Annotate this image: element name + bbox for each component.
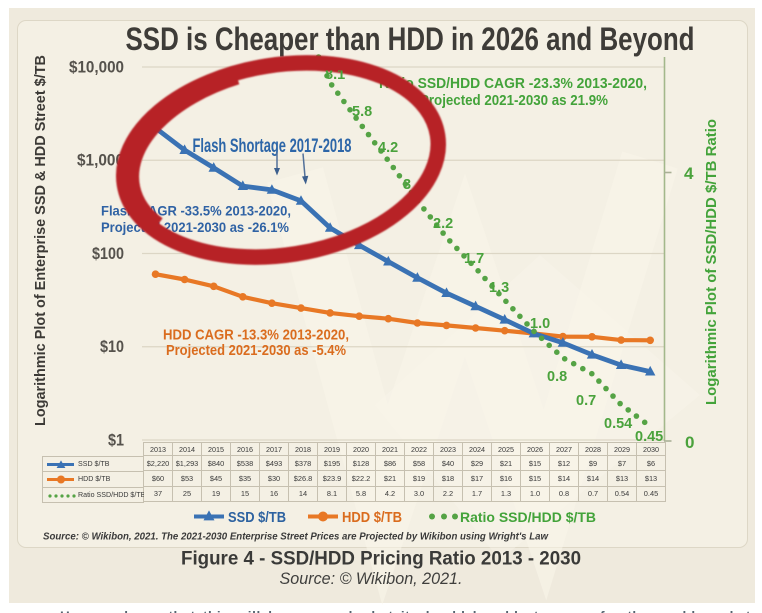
- svg-text:Source: © Wikibon, 2021. The 2: Source: © Wikibon, 2021. The 2021-2030 E…: [43, 531, 549, 543]
- svg-text:SSD is Cheaper than HDD in 202: SSD is Cheaper than HDD in 2026 and Beyo…: [126, 21, 695, 57]
- svg-text:Source: © Wikibon, 2021.: Source: © Wikibon, 2021.: [280, 570, 463, 588]
- svg-text:0.7: 0.7: [576, 393, 596, 409]
- svg-text:1.7: 1.7: [464, 251, 484, 267]
- svg-text:0.54: 0.54: [604, 416, 632, 432]
- svg-text:Flash Shortage 2017-2018: Flash Shortage 2017-2018: [193, 136, 352, 157]
- svg-text:Projected 2021-2030 as -5.4%: Projected 2021-2030 as -5.4%: [166, 342, 346, 359]
- svg-text:0: 0: [685, 433, 694, 452]
- svg-text:Logarithmic Plot of SSD/HDD $/: Logarithmic Plot of SSD/HDD $/TB Ratio: [704, 119, 720, 405]
- svg-text:$10: $10: [100, 337, 124, 356]
- svg-text:HDD $/TB: HDD $/TB: [342, 510, 402, 526]
- svg-text:Ratio SSD/HDD $/TB: Ratio SSD/HDD $/TB: [460, 509, 596, 525]
- svg-text:Ratio SSD/HDD CAGR -23.3% 2013: Ratio SSD/HDD CAGR -23.3% 2013-2020,: [379, 76, 647, 92]
- svg-text:0.45: 0.45: [635, 429, 663, 445]
- svg-text:Projected 2021-2030 as 21.9%: Projected 2021-2030 as 21.9%: [420, 93, 608, 109]
- svg-text:4.2: 4.2: [378, 140, 398, 156]
- svg-text:$1,000: $1,000: [77, 151, 124, 170]
- svg-text:5.8: 5.8: [352, 104, 372, 120]
- svg-text:$100: $100: [92, 244, 124, 263]
- svg-text:SSD $/TB: SSD $/TB: [228, 510, 286, 526]
- svg-text:Projected 2021-2030 as -26.1%: Projected 2021-2030 as -26.1%: [101, 219, 290, 235]
- svg-text:8.1: 8.1: [325, 67, 345, 83]
- svg-text:$10,000: $10,000: [69, 57, 124, 76]
- svg-text:HDD CAGR -13.3% 2013-2020,: HDD CAGR -13.3% 2013-2020,: [163, 327, 349, 344]
- svg-text:1.3: 1.3: [489, 280, 509, 296]
- svg-text:Logarithmic Plot of Enterprise: Logarithmic Plot of Enterprise SSD & HDD…: [32, 55, 49, 426]
- svg-text:4: 4: [684, 164, 694, 183]
- svg-text:$1: $1: [108, 430, 124, 449]
- svg-text:1.0: 1.0: [530, 316, 550, 332]
- svg-text:3: 3: [403, 177, 411, 193]
- svg-text:Figure 4 - SSD/HDD Pricing Rat: Figure 4 - SSD/HDD Pricing Ratio 2013 - …: [181, 548, 581, 570]
- svg-text:2.2: 2.2: [433, 216, 453, 232]
- svg-text:0.8: 0.8: [547, 369, 567, 385]
